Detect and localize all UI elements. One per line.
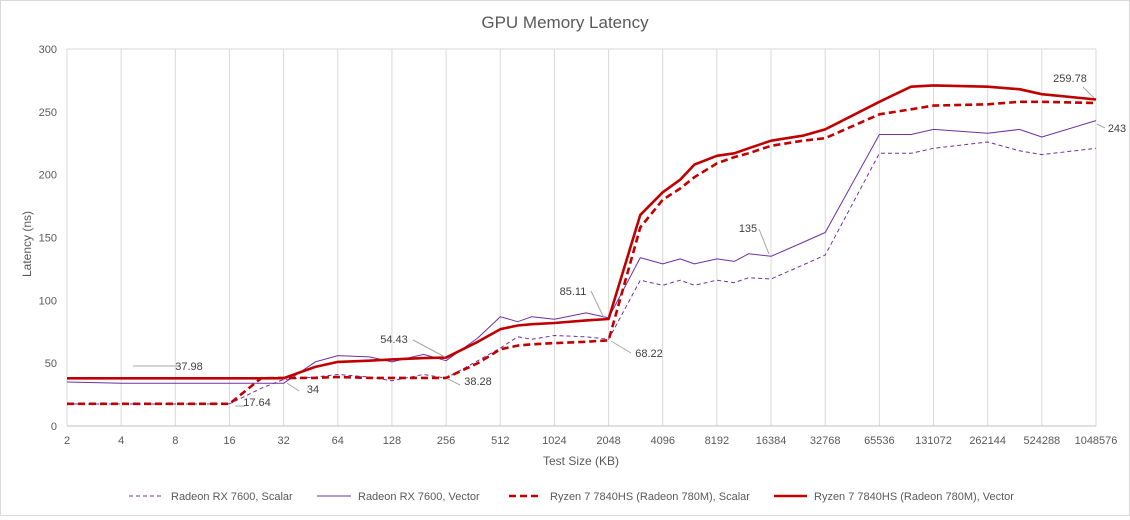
data-label: 34: [307, 384, 319, 396]
series-line-4: [67, 84, 1097, 380]
y-axis-label: Latency (ns): [20, 211, 34, 277]
y-tick-label: 300: [39, 44, 57, 56]
series-line-3: [67, 100, 1097, 406]
x-tick-label: 65536: [864, 435, 895, 447]
grid-lines: [66, 48, 1097, 427]
series-line-2: [66, 120, 1097, 384]
x-tick-label: 32: [278, 435, 290, 447]
data-label: 68.22: [635, 348, 663, 360]
x-axis-ticks: 2 4 8 16 32 64 128 256 512 1024 2048 4096 8192 16384 3…: [64, 435, 1117, 447]
data-label: 135: [739, 223, 757, 235]
data-label-leader: [590, 290, 605, 319]
x-tick-label: 256: [437, 435, 455, 447]
x-tick-label: 512: [491, 435, 509, 447]
x-tick-label: 8: [172, 435, 178, 447]
legend-label-4: Ryzen 7 7840HS (Radeon 780M), Vector: [814, 491, 1014, 503]
y-tick-label: 150: [39, 233, 57, 245]
data-label-leader: [610, 340, 632, 354]
data-label-leader: [1082, 86, 1095, 99]
data-label-leader: [447, 378, 461, 386]
data-label: 259.78: [1053, 73, 1087, 85]
data-label: 37.98: [175, 361, 203, 373]
data-label: 17.64: [243, 397, 271, 409]
y-tick-label: 250: [39, 107, 57, 119]
legend-label-3: Ryzen 7 7840HS (Radeon 780M), Scalar: [550, 491, 750, 503]
data-label-leader: [1096, 123, 1106, 129]
data-label-leader: [412, 339, 446, 358]
data-label: 85.11: [560, 286, 587, 298]
y-tick-label: 200: [39, 170, 57, 182]
y-tick-label: 50: [45, 358, 57, 370]
x-tick-label: 262144: [969, 435, 1006, 447]
y-tick-label: 100: [39, 295, 57, 307]
x-tick-label: 2: [64, 435, 70, 447]
data-label: 54.43: [380, 334, 408, 346]
series-group: [66, 84, 1097, 406]
data-labels: 37.98 17.64 34 54.43 38.28 85.11 68.22 135 259.7…: [133, 73, 1126, 409]
x-tick-label: 16384: [756, 435, 787, 447]
legend-label-2: Radeon RX 7600, Vector: [358, 491, 480, 503]
legend-label-1: Radeon RX 7600, Scalar: [171, 491, 293, 503]
data-label-leader: [286, 382, 300, 392]
x-tick-label: 32768: [810, 435, 841, 447]
x-tick-label: 1048576: [1075, 435, 1118, 447]
x-tick-label: 64: [332, 435, 344, 447]
data-label-leader: [758, 228, 770, 255]
x-tick-label: 131072: [915, 435, 952, 447]
x-tick-label: 16: [223, 435, 235, 447]
x-tick-label: 524288: [1023, 435, 1060, 447]
legend: Radeon RX 7600, Scalar Radeon RX 7600, Ve…: [129, 491, 1014, 503]
y-tick-label: 0: [51, 421, 57, 433]
x-axis-label: Test Size (KB): [543, 454, 619, 468]
data-label: 243: [1108, 123, 1126, 135]
x-tick-label: 1024: [542, 435, 566, 447]
y-axis-ticks: 0 50 100 150 200 250 300: [39, 44, 57, 433]
data-label: 38.28: [464, 376, 492, 388]
chart-title: GPU Memory Latency: [481, 13, 649, 32]
x-tick-label: 128: [383, 435, 401, 447]
x-tick-label: 4096: [650, 435, 674, 447]
x-tick-label: 8192: [705, 435, 729, 447]
x-tick-label: 4: [118, 435, 124, 447]
x-tick-label: 2048: [596, 435, 620, 447]
series-line-1: [67, 141, 1097, 405]
